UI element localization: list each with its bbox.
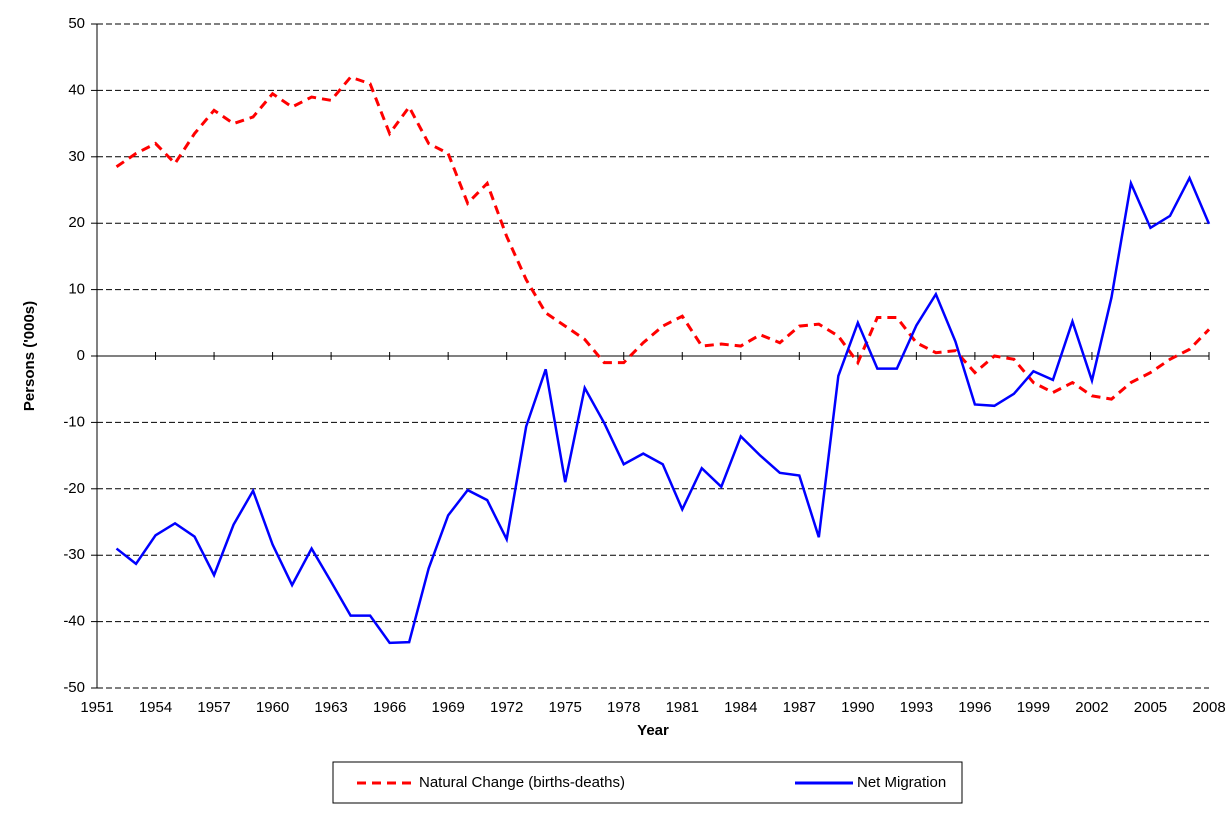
y-tick-label: -10 <box>63 413 85 430</box>
x-tick-label: 1987 <box>783 699 816 716</box>
x-tick-label: 2005 <box>1134 699 1167 716</box>
x-tick-label: 1993 <box>900 699 933 716</box>
legend-box <box>332 761 963 804</box>
x-tick-label: 2002 <box>1075 699 1108 716</box>
x-tick-label: 1954 <box>139 699 172 716</box>
y-tick-label: 40 <box>68 81 85 98</box>
x-tick-label: 1978 <box>607 699 640 716</box>
x-tick-label: 1999 <box>1017 699 1050 716</box>
x-tick-label: 1960 <box>256 699 289 716</box>
series-line <box>115 175 1211 645</box>
x-tick-label: 1972 <box>490 699 523 716</box>
y-tick-label: -30 <box>63 546 85 563</box>
x-tick-label: 1984 <box>724 699 757 716</box>
x-tick-label: 1996 <box>958 699 991 716</box>
series-line <box>115 75 1211 401</box>
x-tick-label: 1957 <box>197 699 230 716</box>
legend-label: Net Migration <box>857 774 946 791</box>
x-tick-label: 1990 <box>841 699 874 716</box>
y-tick-label: -20 <box>63 480 85 497</box>
x-tick-label: 1969 <box>431 699 464 716</box>
x-axis-label: Year <box>637 722 669 739</box>
y-tick-label: 50 <box>68 15 85 32</box>
y-tick-label: -40 <box>63 613 85 630</box>
x-tick-label: 1981 <box>666 699 699 716</box>
y-tick-label: 0 <box>77 347 85 364</box>
x-tick-label: 1963 <box>314 699 347 716</box>
y-tick-label: 30 <box>68 148 85 165</box>
x-tick-label: 2008 <box>1192 699 1225 716</box>
legend-label: Natural Change (births-deaths) <box>419 774 625 791</box>
y-tick-label: -50 <box>63 679 85 696</box>
y-tick-label: 20 <box>68 214 85 231</box>
x-tick-label: 1975 <box>549 699 582 716</box>
x-tick-label: 1951 <box>80 699 113 716</box>
y-tick-label: 10 <box>68 281 85 298</box>
x-tick-label: 1966 <box>373 699 406 716</box>
y-axis-label: Persons ('000s) <box>21 301 38 411</box>
